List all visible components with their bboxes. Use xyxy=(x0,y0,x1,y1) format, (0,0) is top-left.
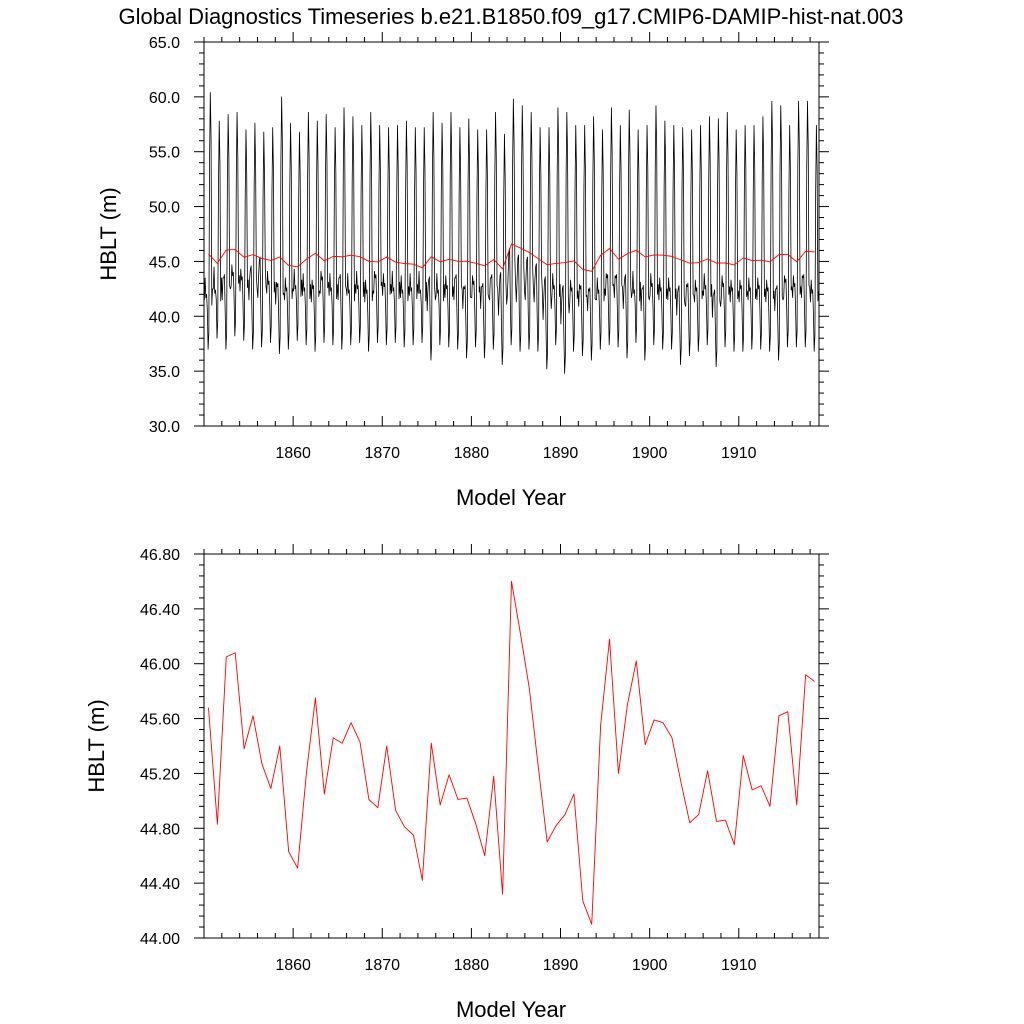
x-tick-label: 1870 xyxy=(364,445,400,462)
y-tick-label: 60.0 xyxy=(149,90,180,107)
x-tick-label: 1900 xyxy=(632,445,668,462)
x-tick-label: 1910 xyxy=(721,957,757,974)
x-tick-label: 1880 xyxy=(454,957,490,974)
y-axis-title: HBLT (m) xyxy=(96,187,121,280)
y-tick-label: 30.0 xyxy=(149,419,180,436)
y-tick-label: 46.00 xyxy=(140,657,180,674)
y-tick-label: 46.40 xyxy=(140,602,180,619)
plot-frame xyxy=(203,553,820,939)
annual-mean-line xyxy=(208,243,815,272)
x-tick-label: 1900 xyxy=(632,957,668,974)
y-tick-label: 50.0 xyxy=(149,200,180,217)
x-axis-title: Model Year xyxy=(456,997,566,1022)
x-tick-label: 1860 xyxy=(275,957,311,974)
annual-mean-panel: 1860 1870 1880 1890 1900 1910 44.00 44.40 44.80 4… xyxy=(84,544,829,1022)
y-axis-title: HBLT (m) xyxy=(84,699,109,792)
y-tick-label: 45.60 xyxy=(140,712,180,729)
monthly-timeseries-panel: 1860 1870 1880 1890 1900 1910 30.0 35.0 40.0 45.0… xyxy=(96,32,829,510)
y-tick-label: 65.0 xyxy=(149,35,180,52)
x-tick-label: 1890 xyxy=(543,445,579,462)
y-tick-label: 55.0 xyxy=(149,145,180,162)
y-tick-label: 35.0 xyxy=(149,364,180,381)
monthly-series-line xyxy=(203,92,820,374)
y-tick-label: 44.40 xyxy=(140,876,180,893)
x-tick-label: 1870 xyxy=(364,957,400,974)
chart-title: Global Diagnostics Timeseries b.e21.B185… xyxy=(118,4,903,29)
x-tick-label: 1910 xyxy=(721,445,757,462)
y-tick-label: 45.20 xyxy=(140,766,180,783)
annual-mean-line xyxy=(208,580,815,925)
plot-frame xyxy=(203,41,820,427)
y-tick-label: 46.80 xyxy=(140,547,180,564)
y-tick-label: 45.0 xyxy=(149,254,180,271)
y-tick-label: 40.0 xyxy=(149,309,180,326)
x-tick-label: 1860 xyxy=(275,445,311,462)
x-tick-label: 1880 xyxy=(454,445,490,462)
y-tick-label: 44.00 xyxy=(140,931,180,948)
x-axis-title: Model Year xyxy=(456,485,566,510)
y-tick-label: 44.80 xyxy=(140,821,180,838)
x-tick-label: 1890 xyxy=(543,957,579,974)
